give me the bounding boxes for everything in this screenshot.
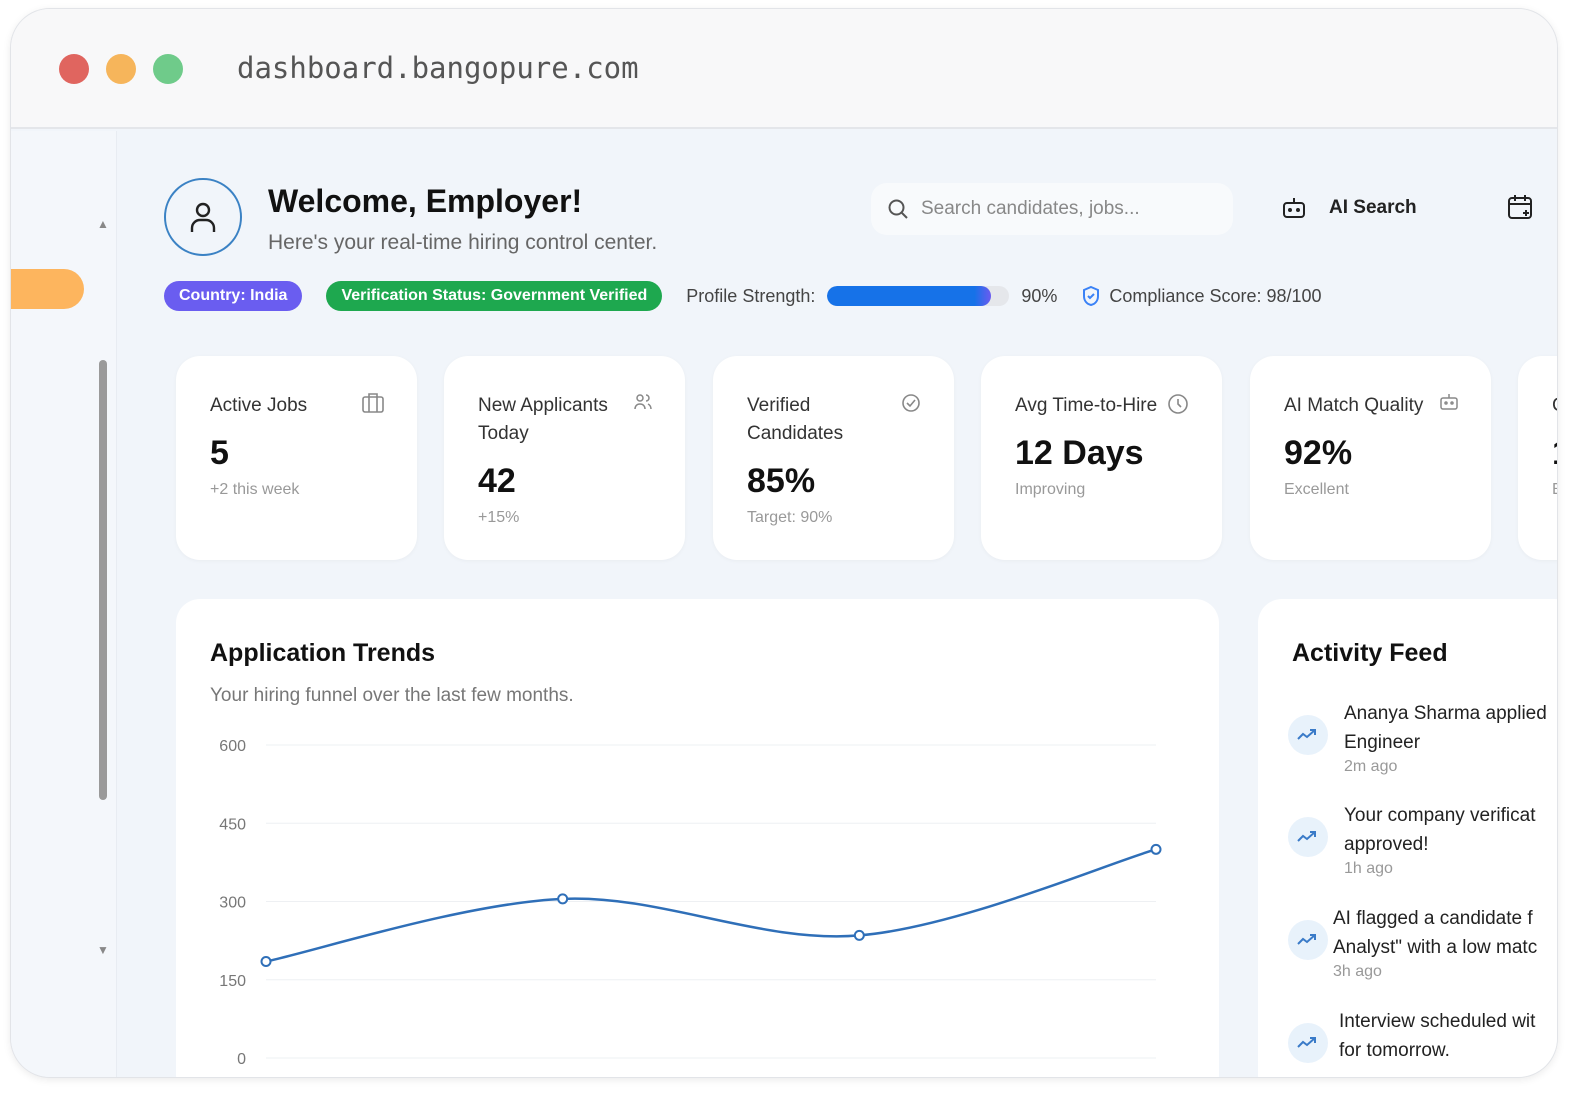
line-chart: 600 450 300 150 0 xyxy=(219,738,1162,1068)
scroll-up-arrow-icon[interactable]: ▲ xyxy=(97,217,109,231)
data-point[interactable] xyxy=(260,955,272,967)
data-point[interactable] xyxy=(557,893,569,905)
stat-card-title: New Applicants Today xyxy=(478,395,608,444)
ai-search-button[interactable]: AI Search xyxy=(1281,195,1417,221)
stat-card[interactable]: Avg Time-to-Hire 12 Days Improving xyxy=(981,356,1222,560)
y-tick-label: 600 xyxy=(219,738,246,755)
trending-up-icon xyxy=(1288,920,1328,960)
ai-search-label: AI Search xyxy=(1329,197,1417,218)
stat-card-title: Verified Candidates xyxy=(747,395,844,444)
stat-card-subtext: +15% xyxy=(478,509,520,526)
stat-card[interactable]: Active Jobs 5 +2 this week xyxy=(176,356,417,560)
trending-up-icon xyxy=(1288,715,1328,755)
application-trends-panel: Application Trends Your hiring funnel ov… xyxy=(176,599,1219,1077)
trending-up-icon xyxy=(1288,1023,1328,1063)
profile-strength-bar xyxy=(827,286,1010,306)
y-tick-label: 150 xyxy=(219,973,246,990)
scroll-down-arrow-icon[interactable]: ▼ xyxy=(97,943,109,957)
url-text[interactable]: dashboard.bangopure.com xyxy=(237,51,639,85)
series-line xyxy=(265,848,1157,963)
bot-icon xyxy=(1283,198,1305,218)
stat-card[interactable]: AI Match Quality 92% Excellent xyxy=(1250,356,1491,560)
y-tick-label: 0 xyxy=(237,1051,246,1068)
stat-card-value: 12 Days xyxy=(1015,434,1144,472)
stat-card-value: 1 xyxy=(1552,434,1557,473)
stat-card[interactable]: New Applicants Today 42 +15% xyxy=(444,356,685,560)
country-badge: Country: India xyxy=(164,281,303,311)
stat-card-subtext: Excellent xyxy=(1284,481,1349,498)
stat-card-value: 92% xyxy=(1284,434,1353,472)
minimize-window-button[interactable] xyxy=(106,54,136,84)
browser-titlebar: dashboard.bangopure.com xyxy=(11,9,1557,129)
activity-text: Ananya Sharma applied xyxy=(1344,703,1547,724)
stat-card-title: Active Jobs xyxy=(210,395,308,416)
profile-strength-label: Profile Strength: xyxy=(686,285,816,306)
data-point[interactable] xyxy=(853,929,865,941)
user-icon xyxy=(190,202,216,232)
data-point[interactable] xyxy=(1150,843,1162,855)
activity-text-cont: approved! xyxy=(1344,834,1429,855)
stat-card-title: Avg Time-to-Hire xyxy=(1015,395,1158,416)
activity-text-cont: for tomorrow. xyxy=(1339,1040,1450,1061)
stat-card-title: AI Match Quality xyxy=(1284,395,1424,416)
page-subtitle: Here's your real-time hiring control cen… xyxy=(268,231,658,254)
chart-subtitle: Your hiring funnel over the last few mon… xyxy=(210,685,574,706)
calendar-button[interactable] xyxy=(1506,193,1534,226)
shield-check-icon xyxy=(1083,285,1100,307)
sidebar-scrollbar[interactable] xyxy=(99,360,107,800)
compliance-score: Compliance Score: 98/100 xyxy=(1109,285,1322,306)
activity-text: Interview scheduled wit xyxy=(1339,1011,1536,1032)
activity-time: 2m ago xyxy=(1344,758,1398,775)
users-icon xyxy=(633,392,653,417)
bot-icon xyxy=(1439,392,1459,417)
activity-text-cont: Engineer xyxy=(1344,732,1421,753)
sidebar-active-item[interactable] xyxy=(11,269,84,309)
search-placeholder: Search candidates, jobs... xyxy=(921,198,1140,219)
activity-feed-title: Activity Feed xyxy=(1292,639,1448,667)
trending-up-icon xyxy=(1288,817,1328,857)
calendar-plus-icon xyxy=(1508,195,1532,219)
page-title: Welcome, Employer! xyxy=(268,183,583,219)
stat-card-value: 5 xyxy=(210,434,229,472)
user-avatar[interactable] xyxy=(164,178,242,256)
stat-card-subtext: Improving xyxy=(1015,481,1086,498)
sidebar: ▲ ▼ xyxy=(11,131,117,1077)
chart-title: Application Trends xyxy=(210,639,436,667)
activity-time: 3h ago xyxy=(1333,963,1382,980)
y-tick-label: 300 xyxy=(219,895,246,912)
briefcase-icon xyxy=(361,392,385,419)
verification-badge: Verification Status: Government Verified xyxy=(326,281,663,311)
profile-strength-value: 90% xyxy=(1021,285,1058,306)
check-circle-icon xyxy=(900,392,922,419)
activity-feed-panel: Activity Feed Ananya Sharma applied Engi… xyxy=(1258,599,1557,1077)
maximize-window-button[interactable] xyxy=(153,54,183,84)
activity-text: Your company verificat xyxy=(1344,805,1536,826)
activity-text-cont: Analyst" with a low matc xyxy=(1333,937,1538,958)
stat-card-subtext: +2 this week xyxy=(210,481,300,498)
stat-card[interactable]: Verified Candidates 85% Target: 90% xyxy=(713,356,954,560)
search-icon xyxy=(888,199,908,219)
status-row: Country: India Verification Status: Gove… xyxy=(164,281,1322,311)
stat-card-subtext: Ex xyxy=(1552,481,1557,499)
stat-card-subtext: Target: 90% xyxy=(747,509,833,526)
close-window-button[interactable] xyxy=(59,54,89,84)
browser-window: dashboard.bangopure.com ▲ ▼ Welcome, Emp… xyxy=(10,8,1558,1078)
main-content: Welcome, Employer! Here's your real-time… xyxy=(118,131,1557,1077)
stat-card-value: 42 xyxy=(478,462,516,500)
stat-card-title: C xyxy=(1552,392,1557,420)
activity-time: 1h ago xyxy=(1344,860,1393,877)
activity-text: AI flagged a candidate f xyxy=(1333,908,1533,929)
clock-icon xyxy=(1166,392,1190,421)
stat-card[interactable]: C 1 Ex xyxy=(1518,356,1557,560)
y-tick-label: 450 xyxy=(219,816,246,833)
search-input[interactable]: Search candidates, jobs... xyxy=(871,183,1233,235)
stat-card-value: 85% xyxy=(747,462,816,500)
